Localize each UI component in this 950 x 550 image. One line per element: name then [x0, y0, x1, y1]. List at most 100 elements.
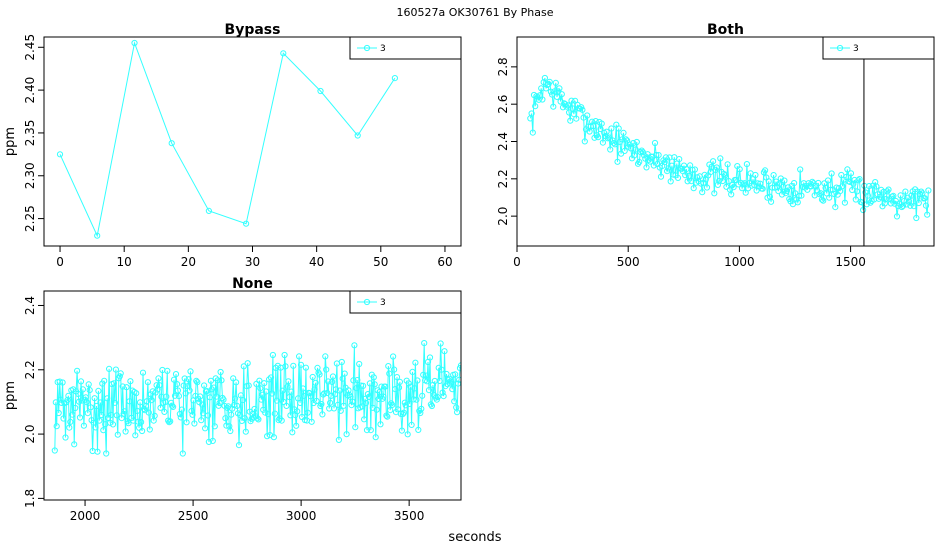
data-point	[313, 397, 320, 405]
data-point	[65, 392, 72, 399]
x-tick-label: 2500	[178, 509, 209, 523]
data-point	[759, 185, 766, 192]
data-point	[913, 214, 920, 222]
data-point	[393, 374, 401, 381]
data-point	[752, 171, 759, 179]
legend-box	[349, 36, 462, 60]
data-point	[59, 379, 66, 386]
data-point	[55, 409, 62, 417]
data-point	[424, 378, 431, 385]
data-point	[419, 392, 426, 399]
data-point	[653, 151, 660, 159]
data-point	[125, 420, 132, 427]
data-point	[739, 185, 746, 192]
data-point	[289, 429, 296, 436]
data-point	[716, 177, 723, 184]
data-point	[398, 427, 405, 434]
data-point	[278, 417, 285, 424]
data-point	[529, 129, 536, 136]
data-point	[167, 418, 174, 425]
data-point	[383, 412, 390, 419]
data-point	[564, 102, 572, 109]
data-point	[657, 173, 665, 180]
data-point	[338, 358, 345, 366]
data-point	[691, 166, 699, 173]
plot-area	[51, 340, 461, 457]
data-point	[323, 366, 330, 373]
data-point	[299, 385, 307, 392]
data-point	[546, 78, 553, 86]
data-point	[75, 398, 83, 405]
data-point	[235, 442, 243, 449]
y-tick-label: 2.35	[23, 120, 37, 147]
data-point	[245, 382, 252, 389]
data-point	[921, 195, 928, 202]
data-point	[257, 385, 264, 392]
data-point	[667, 178, 674, 185]
data-point	[610, 140, 617, 147]
data-point	[553, 93, 561, 101]
data-point	[674, 174, 682, 181]
data-point	[169, 402, 176, 409]
data-point	[92, 424, 99, 431]
data-point	[590, 123, 597, 130]
data-point	[440, 393, 447, 400]
data-point	[557, 98, 564, 105]
data-point	[832, 204, 839, 211]
data-point	[599, 139, 607, 146]
data-point	[809, 178, 816, 185]
data-point	[316, 371, 323, 378]
data-point	[267, 374, 275, 381]
data-point	[826, 194, 833, 201]
x-tick-label: 1000	[724, 255, 755, 269]
data-point	[204, 412, 212, 419]
data-point	[454, 409, 461, 416]
data-point	[532, 103, 539, 110]
legend: 3	[349, 290, 462, 314]
data-point	[395, 384, 403, 391]
data-point	[551, 88, 558, 95]
data-point	[354, 132, 361, 139]
data-point	[157, 404, 164, 411]
data-point	[87, 404, 94, 411]
data-point	[528, 110, 535, 117]
data-point	[385, 363, 392, 370]
data-point	[363, 427, 371, 434]
data-point	[713, 164, 720, 171]
data-point	[187, 368, 194, 375]
data-point	[378, 383, 385, 390]
data-point	[208, 386, 215, 393]
data-point	[798, 192, 805, 199]
data-point	[563, 103, 570, 110]
data-point	[354, 377, 361, 384]
data-point	[135, 418, 142, 425]
data-point	[182, 390, 189, 397]
data-point	[111, 399, 119, 406]
data-point	[924, 211, 931, 218]
y-tick-label: 2.25	[23, 205, 37, 232]
data-point	[144, 379, 151, 386]
data-point	[328, 392, 335, 399]
data-point	[352, 424, 359, 431]
data-point	[855, 177, 862, 184]
data-point	[312, 379, 319, 386]
data-point	[84, 410, 91, 417]
data-point	[392, 386, 399, 393]
data-point	[234, 402, 241, 409]
data-point	[390, 353, 397, 360]
legend-box	[822, 36, 935, 60]
data-point	[114, 431, 121, 438]
data-point	[297, 399, 304, 406]
y-tick-label: 2.4	[496, 132, 510, 151]
data-point	[153, 382, 160, 389]
data-point	[662, 154, 670, 161]
data-point	[683, 166, 690, 173]
data-point	[233, 379, 240, 386]
data-point	[860, 206, 867, 214]
data-point	[595, 134, 602, 141]
panel-title: Bypass	[225, 22, 281, 38]
plot-area	[56, 39, 398, 239]
data-point	[121, 408, 128, 415]
legend-box	[349, 290, 462, 314]
data-point	[174, 387, 181, 394]
